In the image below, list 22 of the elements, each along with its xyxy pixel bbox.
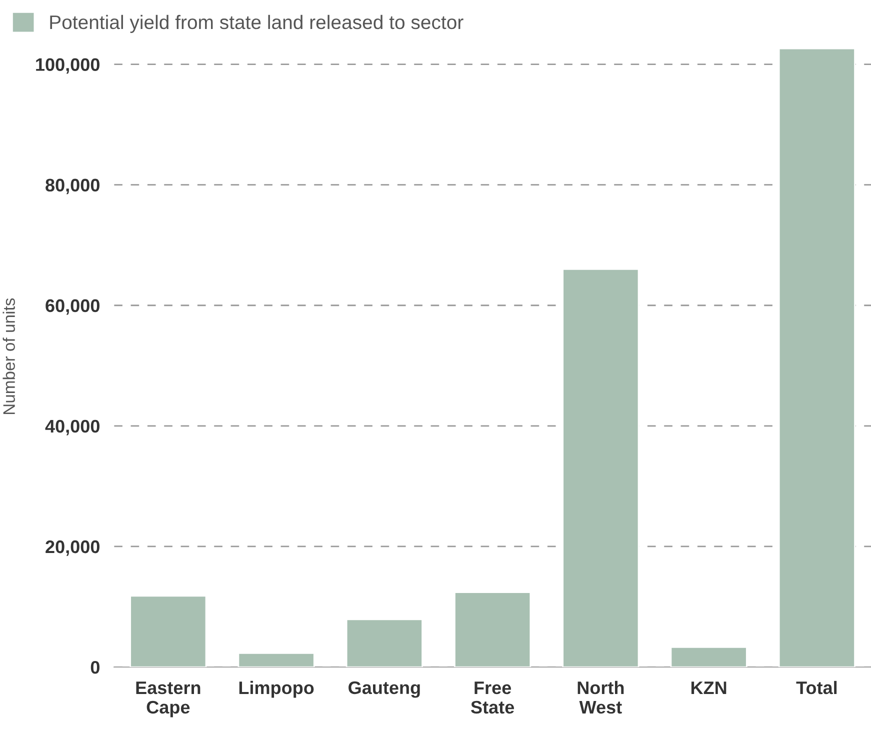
bar [778,48,856,668]
bar [238,652,315,668]
x-tick-label: Limpopo [239,680,314,698]
legend-label: Potential yield from state land released to sector [50,14,464,34]
y-tick-label: 40,000 [45,420,100,436]
y-tick-label: 100,000 [36,58,100,74]
bar [670,646,748,668]
bar [454,592,532,668]
x-tick-label: North West [578,680,624,714]
x-tick-label: Total [796,680,837,694]
y-tick-label: 80,000 [46,178,100,194]
y-tick-label: 20,000 [46,540,100,556]
y-tick-label: 60,000 [46,299,100,315]
x-tick-label: Gauteng [348,681,420,698]
bar [130,595,207,668]
x-tick-label: KZN [691,682,726,694]
y-axis-title: Number of units [2,298,15,414]
bar [346,618,423,668]
bar [562,268,640,668]
x-tick-label: Eastern Cape [136,682,200,718]
x-tick-label: Free State [470,682,514,714]
y-tick-label: 0 [90,660,100,674]
